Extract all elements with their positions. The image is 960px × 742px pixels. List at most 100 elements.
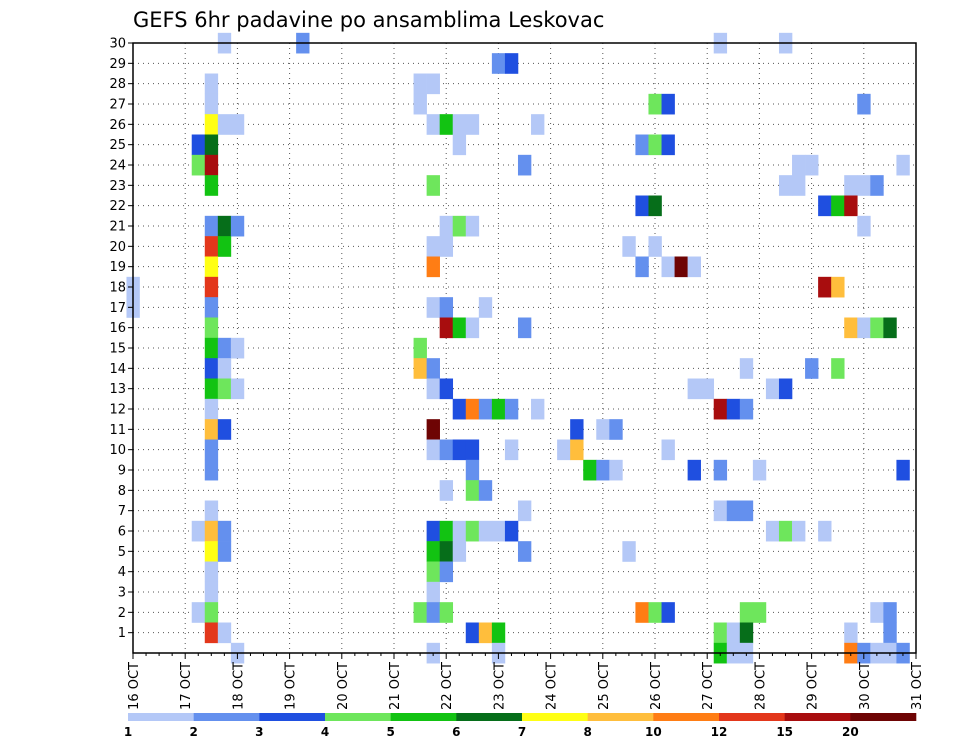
colorbar-swatch <box>587 713 654 721</box>
chart-title: GEFS 6hr padavine po ansamblima Leskovac <box>133 8 604 32</box>
y-tick-label: 12 <box>109 403 126 418</box>
heatmap-cell <box>413 337 427 359</box>
x-tick-label: 25 OCT <box>597 662 612 710</box>
heatmap-cell <box>204 297 219 318</box>
x-tick-label: 31 OCT <box>910 662 925 710</box>
heatmap-cell <box>413 93 427 115</box>
heatmap-cell <box>426 439 440 461</box>
heatmap-cell <box>426 561 440 583</box>
y-tick-label: 13 <box>109 382 126 397</box>
x-tick-label: 16 OCT <box>127 662 142 710</box>
y-tick-label: 16 <box>109 321 126 336</box>
heatmap-cell <box>739 602 754 623</box>
heatmap-cell <box>713 398 728 420</box>
heatmap-cell <box>792 154 806 176</box>
colorbar-tick-label: 10 <box>645 725 662 739</box>
colorbar-swatch <box>784 713 851 721</box>
heatmap-cell <box>726 500 741 522</box>
y-tick-label: 26 <box>109 118 126 133</box>
colorbar-swatch <box>193 713 260 721</box>
heatmap-cell <box>739 622 754 644</box>
y-tick-label: 18 <box>109 281 126 296</box>
y-tick-label: 4 <box>118 565 126 580</box>
heatmap-cell <box>439 215 454 237</box>
heatmap-cell <box>739 358 754 379</box>
heatmap-cell <box>778 520 793 542</box>
heatmap-cell <box>204 317 219 339</box>
heatmap-cell <box>204 602 219 623</box>
heatmap-cell <box>713 500 728 522</box>
heatmap-cell <box>465 480 480 501</box>
heatmap-cell <box>792 520 806 542</box>
heatmap-cell <box>648 602 662 623</box>
heatmap-cell <box>426 114 440 135</box>
y-tick-label: 5 <box>118 545 126 560</box>
heatmap-cell <box>805 358 819 379</box>
heatmap-cell <box>792 175 806 196</box>
heatmap-cell <box>818 195 832 217</box>
heatmap-cell <box>452 317 467 339</box>
heatmap-cell <box>870 317 884 339</box>
heatmap-cell <box>465 439 480 461</box>
colorbar-swatch <box>719 713 785 721</box>
y-tick-label: 2 <box>118 606 126 621</box>
y-tick-label: 14 <box>109 362 126 377</box>
y-tick-label: 28 <box>109 77 126 92</box>
heatmap-cell <box>452 114 467 135</box>
heatmap-cell <box>452 439 467 461</box>
x-tick-label: 27 OCT <box>701 662 716 710</box>
heatmap-cell <box>531 114 545 135</box>
heatmap-cell <box>439 541 454 562</box>
y-tick-label: 10 <box>109 443 126 458</box>
heatmap-cell <box>204 256 219 278</box>
heatmap-cell <box>204 73 219 95</box>
x-tick-label: 30 OCT <box>858 662 873 710</box>
heatmap-cell <box>818 520 832 542</box>
heatmap-cell <box>217 358 232 379</box>
heatmap-cell <box>204 500 219 522</box>
heatmap-cell <box>765 520 780 542</box>
x-tick-label: 26 OCT <box>649 662 664 710</box>
heatmap-cell <box>504 398 519 420</box>
heatmap-cell <box>204 154 219 176</box>
heatmap-cell <box>426 378 440 400</box>
heatmap-cell <box>204 439 219 461</box>
heatmap-cell <box>752 459 767 481</box>
heatmap-cell <box>230 337 245 359</box>
colorbar-swatch <box>390 713 457 721</box>
heatmap-cell <box>217 541 232 562</box>
heatmap-cell <box>478 520 493 542</box>
heatmap-cell <box>844 317 858 339</box>
heatmap-cell <box>426 358 440 379</box>
heatmap-cell <box>439 602 454 623</box>
heatmap-cell <box>831 276 845 298</box>
heatmap-cell <box>426 581 440 603</box>
y-tick-label: 7 <box>118 504 126 519</box>
heatmap-cell <box>217 419 232 440</box>
y-tick-label: 22 <box>109 199 126 214</box>
colorbar-tick-label: 5 <box>386 725 394 739</box>
colorbar-swatch <box>456 713 523 721</box>
heatmap-cell <box>217 215 232 237</box>
x-tick-label: 24 OCT <box>545 662 560 710</box>
heatmap-cell <box>609 419 623 440</box>
heatmap-cell <box>661 134 675 156</box>
x-axis: 16 OCT 17 OCT 18 OCT 19 OCT 20 OCT 21 OCT 22 O… <box>127 653 925 710</box>
heatmap-cell <box>687 256 701 278</box>
colorbar-legend: 1 2 3 4 5 6 7 8 10 12 15 20 <box>124 713 917 739</box>
heatmap-cell <box>452 215 467 237</box>
heatmap-cell <box>204 358 219 379</box>
heatmap-cell <box>439 520 454 542</box>
heatmap-cell <box>596 459 610 481</box>
heatmap-cell <box>478 480 493 501</box>
x-tick-label: 20 OCT <box>336 662 351 710</box>
heatmap-cell <box>465 520 480 542</box>
y-tick-label: 30 <box>109 37 126 52</box>
heatmap-cell <box>204 236 219 257</box>
heatmap-cell <box>844 622 858 644</box>
heatmap-cell <box>883 602 897 623</box>
y-tick-label: 19 <box>109 260 126 275</box>
y-tick-label: 1 <box>118 626 126 641</box>
heatmap-cell <box>426 236 440 257</box>
colorbar-tick-label: 8 <box>583 725 591 739</box>
